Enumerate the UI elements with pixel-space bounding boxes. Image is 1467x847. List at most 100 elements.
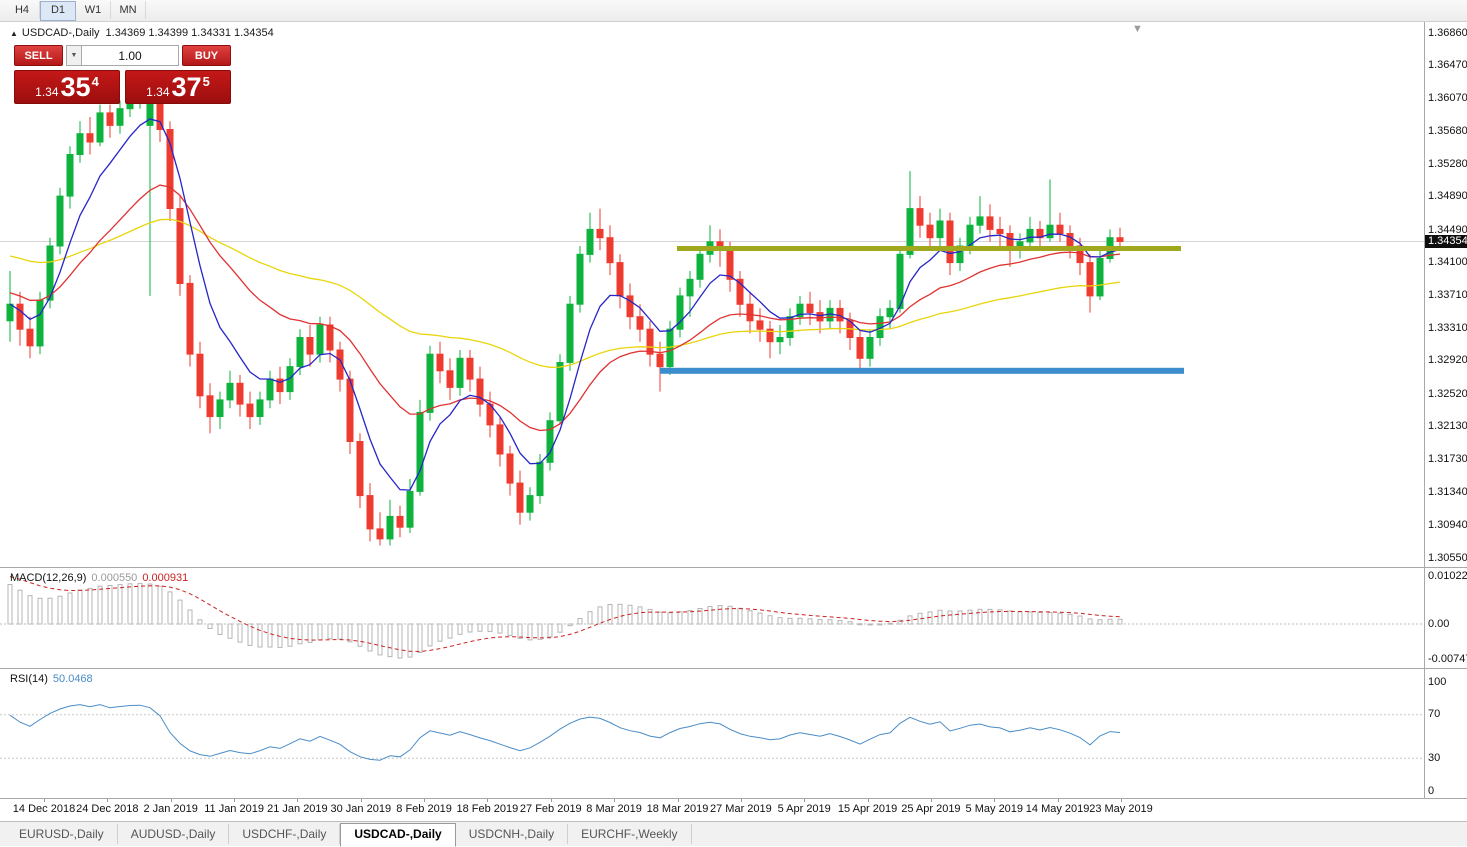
macd-panel-resize-handle[interactable]: [0, 567, 1467, 568]
time-axis-label: 2 Jan 2019: [143, 803, 198, 815]
one-click-trade-panel: SELL ▼ 1.00 BUY 1.34 35 4 1.34 37 5: [14, 45, 231, 104]
chart-tab-usdcnh-daily[interactable]: USDCNH-,Daily: [456, 824, 569, 844]
time-axis-tick: [297, 799, 299, 802]
chart-symbol-label: USDCAD-,Daily: [21, 27, 100, 39]
time-axis-label: 18 Feb 2019: [456, 803, 519, 815]
time-axis-tick: [1121, 799, 1122, 802]
time-axis-label: 27 Mar 2019: [710, 803, 772, 815]
time-axis-tick: [170, 799, 172, 802]
chart-tab-audusd-daily[interactable]: AUDUSD-,Daily: [118, 824, 230, 844]
timeframe-toolbar: H4 D1 W1 MN: [0, 0, 1467, 22]
timeframe-button-w1[interactable]: W1: [76, 0, 111, 19]
rsi-legend: RSI(14) 50.0468: [10, 673, 93, 685]
time-axis-tick: [424, 799, 426, 802]
time-axis-tick: [1057, 799, 1059, 802]
price-axis-label: 1.35280: [1428, 158, 1467, 170]
timeframe-button-mn[interactable]: MN: [111, 0, 146, 19]
chart-tab-eurusd-daily[interactable]: EURUSD-,Daily: [6, 824, 118, 844]
rsi-label: RSI(14): [10, 673, 48, 685]
sell-price-prefix: 1.34: [35, 85, 59, 99]
macd-value-main: 0.000550: [91, 572, 138, 584]
time-axis-tick: [360, 799, 362, 802]
time-axis-label: 24 Dec 2018: [76, 803, 139, 815]
macd-label: MACD(12,26,9): [10, 572, 87, 584]
time-axis-label: 18 Mar 2019: [646, 803, 709, 815]
chart-ohlc-values: 1.34369 1.34399 1.34331 1.34354: [105, 27, 274, 39]
time-axis-label: 27 Feb 2019: [519, 803, 582, 815]
rsi-axis-label: 70: [1428, 707, 1441, 720]
price-axis-label: 1.31340: [1428, 485, 1467, 498]
time-axis-label: 21 Jan 2019: [267, 803, 328, 815]
time-axis-label: 11 Jan 2019: [204, 803, 264, 815]
price-axis-label: 1.30550: [1428, 551, 1467, 564]
time-axis-label: 8 Feb 2019: [396, 803, 452, 815]
current-price-badge: 1.34354: [1425, 234, 1467, 248]
macd-legend: MACD(12,26,9) 0.000550 0.000931: [10, 572, 188, 584]
time-axis-divider: [0, 798, 1467, 799]
rsi-value: 50.0468: [52, 673, 93, 685]
buy-price-big: 37: [171, 72, 202, 102]
price-chart-canvas[interactable]: [0, 22, 1467, 567]
time-axis-label: 23 May 2019: [1089, 803, 1153, 815]
price-axis-label: 1.34890: [1428, 190, 1467, 203]
price-axis-label: 1.36860: [1428, 26, 1467, 39]
sell-price-button[interactable]: 1.34 35 4: [14, 70, 120, 104]
price-axis-label: 1.32920: [1428, 354, 1467, 367]
price-axis-label: 1.36470: [1428, 58, 1467, 71]
volume-dropdown-icon[interactable]: ▼: [66, 45, 82, 66]
price-axis-label: 1.32520: [1428, 387, 1467, 400]
chart-shift-marker-icon[interactable]: ▼: [1132, 23, 1143, 35]
buy-price-button[interactable]: 1.34 37 5: [125, 70, 231, 104]
price-axis[interactable]: 1.34354 1.36860 1.36470 1.36070 1.35680 1.35…: [1425, 0, 1467, 846]
rsi-axis-label: 30: [1428, 751, 1441, 764]
buy-price-prefix: 1.34: [146, 85, 170, 99]
sell-button[interactable]: SELL: [14, 45, 63, 66]
rsi-panel-resize-handle[interactable]: [0, 668, 1467, 669]
time-axis-label: 5 Apr 2019: [777, 803, 831, 815]
time-axis-label: 5 May 2019: [965, 803, 1024, 815]
buy-button[interactable]: BUY: [182, 45, 231, 66]
time-axis-label: 25 Apr 2019: [901, 803, 961, 815]
macd-canvas[interactable]: [0, 568, 1467, 667]
sell-price-sup: 4: [91, 74, 99, 89]
time-axis-tick: [930, 799, 932, 802]
chart-tab-usdcad-daily[interactable]: USDCAD-,Daily: [340, 823, 456, 847]
price-axis-divider: [1424, 22, 1425, 799]
one-click-toggle-icon[interactable]: ▲: [10, 29, 18, 38]
timeframe-button-d1[interactable]: D1: [40, 0, 76, 21]
price-axis-label: 1.31730: [1428, 453, 1467, 466]
timeframe-button-h4[interactable]: H4: [5, 0, 40, 19]
chart-tabs: EURUSD-,Daily AUDUSD-,Daily USDCHF-,Daily U…: [0, 821, 1467, 847]
rsi-axis-label: 100: [1428, 675, 1447, 688]
rsi-axis-label: 0: [1428, 784, 1435, 797]
chart-tab-eurchf-weekly[interactable]: EURCHF-,Weekly: [568, 824, 692, 844]
time-axis-tick: [107, 799, 109, 802]
timeframe-button-group: H4 D1 W1 MN: [5, 0, 146, 21]
time-axis-tick: [994, 799, 996, 802]
buy-price-sup: 5: [202, 74, 210, 89]
time-axis-tick: [614, 799, 616, 802]
price-axis-label: 1.32130: [1428, 420, 1467, 432]
macd-axis-label: 0.0102290: [1428, 569, 1467, 582]
time-axis-label: 14 May 2019: [1025, 803, 1090, 815]
time-axis-tick: [804, 799, 806, 802]
time-axis-label: 15 Apr 2019: [837, 803, 898, 815]
volume-control: ▼ 1.00: [66, 45, 179, 66]
time-axis-label: 30 Jan 2019: [330, 803, 392, 815]
price-axis-label: 1.33310: [1428, 321, 1467, 334]
price-axis-label: 1.33710: [1428, 288, 1467, 301]
price-axis-label: 1.34100: [1428, 256, 1467, 269]
chart-tab-usdchf-daily[interactable]: USDCHF-,Daily: [229, 824, 341, 844]
macd-value-signal: 0.000931: [142, 572, 189, 584]
sell-price-big: 35: [60, 72, 91, 102]
rsi-canvas[interactable]: [0, 669, 1467, 798]
time-axis-tick: [740, 799, 742, 802]
time-axis-tick: [234, 799, 236, 802]
time-axis-tick: [677, 799, 679, 802]
time-axis-tick: [487, 799, 489, 802]
macd-axis-label: -0.007471: [1428, 652, 1467, 665]
macd-axis-label: 0.00: [1428, 617, 1450, 630]
time-axis-tick: [550, 799, 552, 802]
volume-input[interactable]: 1.00: [82, 45, 179, 66]
